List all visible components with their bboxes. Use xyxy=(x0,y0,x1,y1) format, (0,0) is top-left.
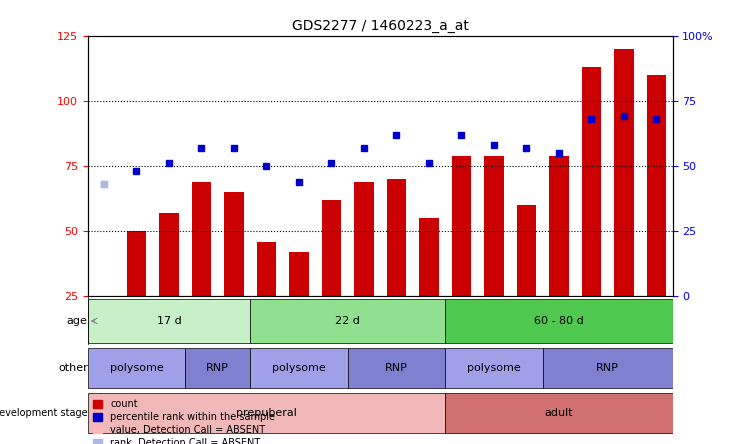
Text: age: age xyxy=(67,316,88,326)
Bar xyxy=(354,182,374,297)
FancyBboxPatch shape xyxy=(88,392,445,433)
Bar xyxy=(419,218,439,297)
Text: polysome: polysome xyxy=(467,363,520,373)
Text: RNP: RNP xyxy=(206,363,229,373)
FancyBboxPatch shape xyxy=(445,348,542,388)
Text: 22 d: 22 d xyxy=(336,316,360,326)
FancyBboxPatch shape xyxy=(542,348,673,388)
Text: other: other xyxy=(58,363,88,373)
Bar xyxy=(484,155,504,297)
Bar xyxy=(614,48,634,297)
FancyBboxPatch shape xyxy=(250,299,445,343)
Title: GDS2277 / 1460223_a_at: GDS2277 / 1460223_a_at xyxy=(292,19,469,33)
Text: polysome: polysome xyxy=(110,363,163,373)
FancyBboxPatch shape xyxy=(88,348,185,388)
Bar xyxy=(257,242,276,297)
Text: 17 d: 17 d xyxy=(156,316,181,326)
Bar xyxy=(289,252,308,297)
FancyBboxPatch shape xyxy=(445,392,673,433)
Bar xyxy=(126,231,146,297)
Bar xyxy=(159,213,178,297)
Bar xyxy=(582,67,601,297)
FancyBboxPatch shape xyxy=(88,299,250,343)
Bar xyxy=(549,155,569,297)
FancyBboxPatch shape xyxy=(185,348,250,388)
FancyBboxPatch shape xyxy=(250,348,348,388)
Legend: count, percentile rank within the sample, value, Detection Call = ABSENT, rank, : count, percentile rank within the sample… xyxy=(93,399,275,444)
Text: development stage: development stage xyxy=(0,408,88,418)
Text: 60 - 80 d: 60 - 80 d xyxy=(534,316,583,326)
Bar xyxy=(192,182,211,297)
FancyBboxPatch shape xyxy=(445,299,673,343)
Bar xyxy=(224,192,243,297)
Bar xyxy=(322,200,341,297)
Bar xyxy=(517,205,536,297)
FancyBboxPatch shape xyxy=(348,348,445,388)
Bar xyxy=(387,179,406,297)
Text: RNP: RNP xyxy=(385,363,408,373)
Bar xyxy=(452,155,471,297)
Bar xyxy=(646,75,666,297)
Text: RNP: RNP xyxy=(596,363,619,373)
Text: adult: adult xyxy=(545,408,573,418)
Text: prepuberal: prepuberal xyxy=(236,408,297,418)
Text: polysome: polysome xyxy=(272,363,326,373)
